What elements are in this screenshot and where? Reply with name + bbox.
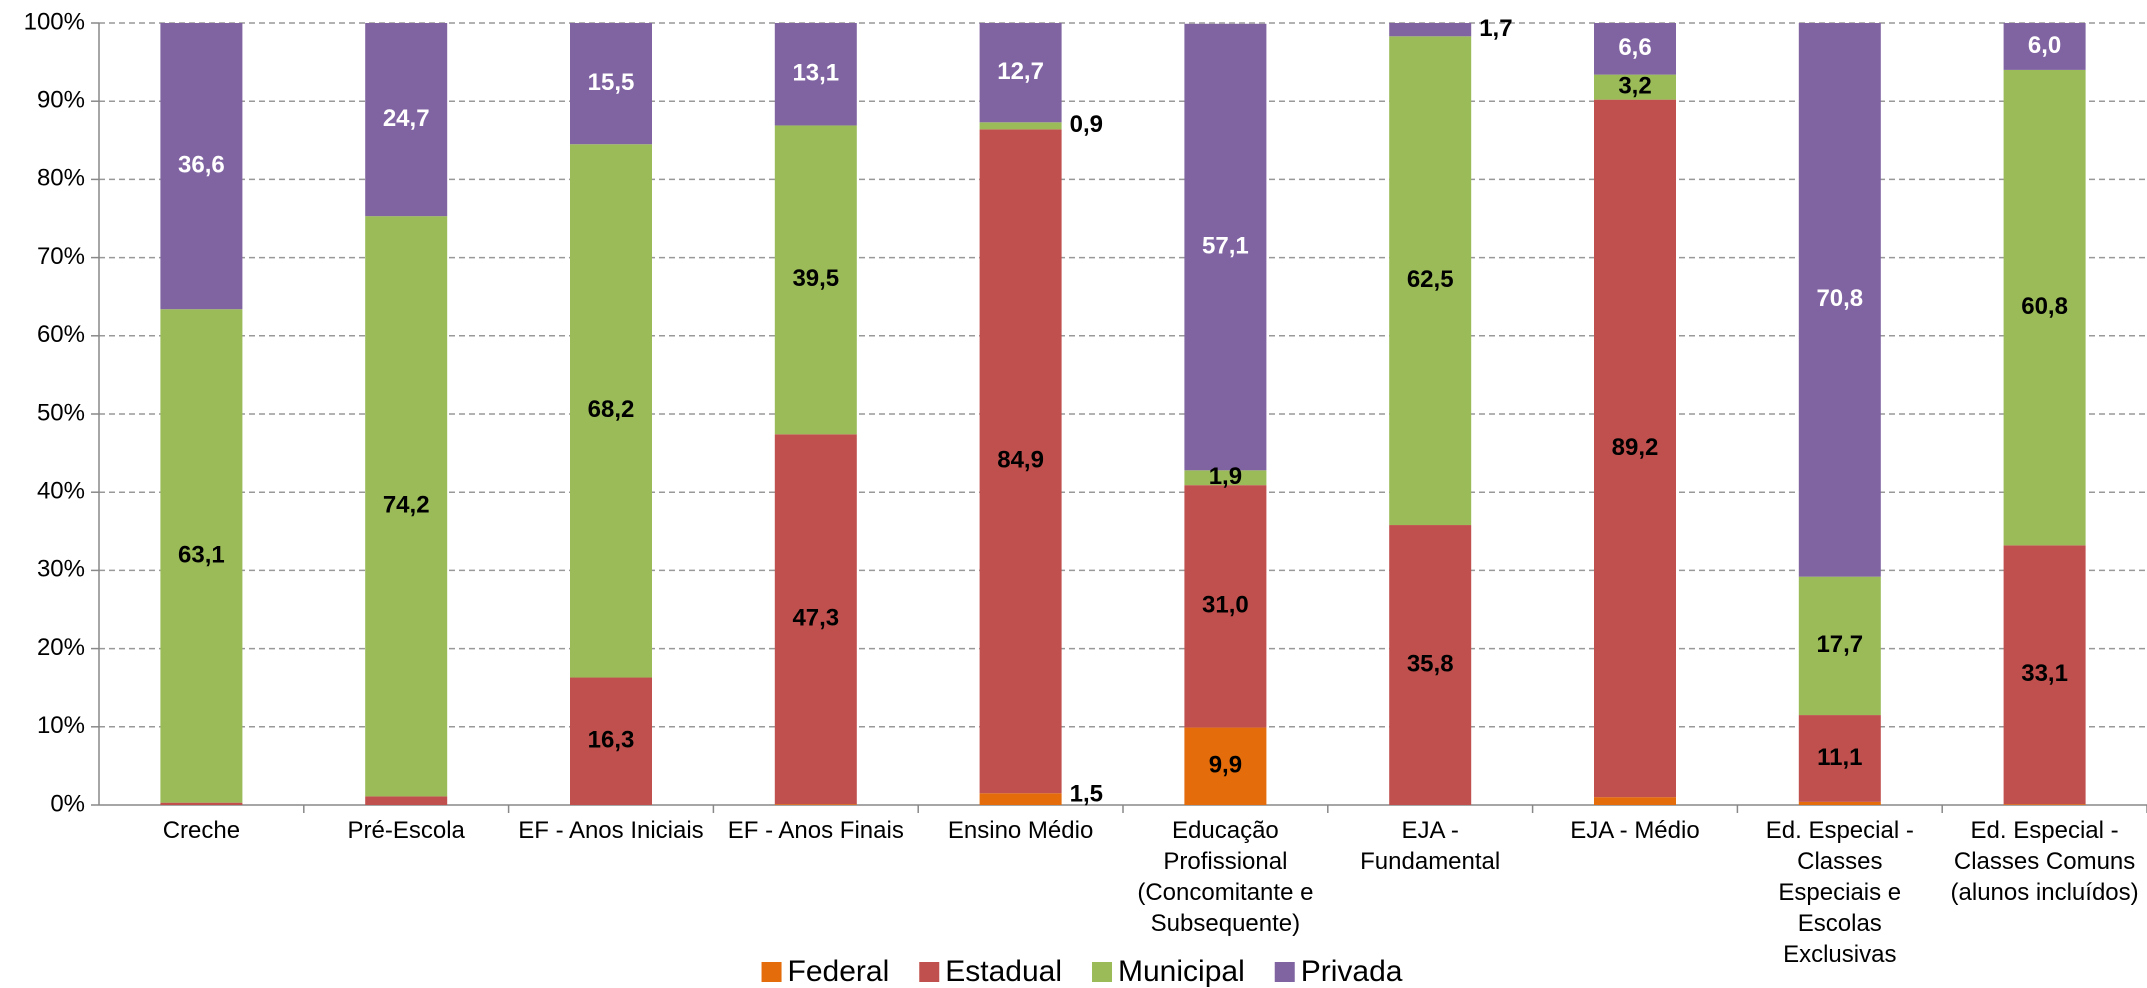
- x-tick-label: EJA - Médio: [1570, 817, 1700, 844]
- bar-segment: [774, 23, 857, 126]
- data-label: 1,9: [1209, 463, 1242, 490]
- bar-segment: [160, 309, 243, 803]
- y-tick-label: 40%: [37, 478, 85, 505]
- legend-label: Privada: [1301, 955, 1403, 988]
- bar-segment: [1798, 23, 1881, 577]
- bar-segment: [365, 796, 448, 805]
- data-label: 0,9: [1070, 111, 1103, 138]
- x-tick-label: Ed. Especial - Classes Especiais e Escol…: [1765, 817, 1914, 968]
- bar-segment: [1184, 727, 1267, 805]
- x-tick-label: Pré-Escola: [347, 817, 465, 844]
- x-tick-label: Ed. Especial - Classes Comuns (alunos in…: [1950, 817, 2139, 906]
- bar-segment: [1594, 99, 1676, 798]
- data-label: 11,1: [1817, 744, 1862, 771]
- data-label: 16,3: [588, 727, 635, 754]
- bar-segment: [1798, 801, 1881, 805]
- x-tick-label: EJA - Fundamental: [1360, 817, 1501, 875]
- data-label: 6,0: [2028, 32, 2061, 59]
- legend-label: Municipal: [1118, 955, 1245, 988]
- x-tick-label: Educação Profissional (Concomitante e Su…: [1137, 817, 1314, 937]
- data-label: 24,7: [383, 105, 430, 132]
- data-label: 89,2: [1612, 434, 1659, 461]
- bar-segment: [1389, 525, 1472, 805]
- bar-segment: [1594, 23, 1676, 75]
- data-label: 15,5: [588, 69, 635, 96]
- bar-segment: [1389, 36, 1472, 526]
- bar-segment: [1798, 576, 1881, 716]
- bar-segment: [979, 23, 1062, 123]
- data-label: 1,7: [1479, 15, 1512, 42]
- bar-segment: [774, 804, 857, 805]
- bar-segment: [570, 144, 652, 678]
- y-tick-label: 70%: [37, 243, 85, 270]
- y-tick-label: 80%: [37, 165, 85, 192]
- bar-segment: [160, 23, 243, 310]
- bar-segment: [979, 793, 1062, 805]
- data-label: 6,6: [1618, 34, 1651, 61]
- bar-segment: [1798, 715, 1881, 802]
- data-label: 3,2: [1618, 72, 1651, 99]
- data-label: 63,1: [178, 541, 225, 568]
- y-tick-label: 0%: [50, 790, 85, 817]
- bar-segment: [160, 802, 243, 805]
- data-label: 31,0: [1202, 592, 1249, 619]
- bar-segment: [2003, 545, 2086, 805]
- bar-segment: [1594, 74, 1676, 100]
- data-label: 9,9: [1209, 752, 1242, 779]
- data-label: 47,3: [792, 605, 839, 632]
- bar-segment: [1389, 23, 1472, 37]
- y-tick-label: 90%: [37, 87, 85, 114]
- x-tick-label: EF - Anos Iniciais: [518, 817, 704, 844]
- legend: Federal Estadual Municipal Privada: [761, 955, 1403, 988]
- legend-swatch: [761, 962, 782, 982]
- data-label: 60,8: [2021, 293, 2068, 320]
- bar-segment: [1184, 23, 1267, 471]
- legend-swatch: [919, 962, 940, 982]
- data-label: 17,7: [1816, 631, 1863, 658]
- bar-segment: [774, 434, 857, 805]
- data-label: 1,5: [1070, 780, 1103, 807]
- data-label: 74,2: [383, 492, 430, 519]
- data-label: 84,9: [997, 447, 1044, 474]
- y-tick-label: 60%: [37, 321, 85, 348]
- bar-segment: [2003, 69, 2086, 546]
- bar-segment: [1594, 797, 1676, 805]
- bar-segment: [2003, 804, 2086, 805]
- y-tick-label: 50%: [37, 399, 85, 426]
- legend-swatch: [1274, 962, 1295, 982]
- legend-label: Federal: [788, 955, 890, 988]
- data-label: 62,5: [1407, 266, 1454, 293]
- bar-segment: [1184, 470, 1267, 486]
- y-tick-label: 10%: [37, 712, 85, 739]
- y-tick-label: 20%: [37, 634, 85, 661]
- data-label: 12,7: [997, 58, 1044, 85]
- bar-segment: [774, 125, 857, 435]
- data-label: 57,1: [1202, 232, 1249, 259]
- data-label: 13,1: [792, 60, 839, 87]
- y-tick-label: 100%: [24, 8, 85, 35]
- bar-segment: [979, 122, 1062, 130]
- bar-segment: [2003, 23, 2086, 70]
- bar-segment: [570, 677, 652, 805]
- data-label: 68,2: [588, 396, 635, 423]
- bar-segment: [365, 23, 448, 217]
- x-tick-label: Creche: [162, 817, 241, 844]
- legend-swatch: [1092, 962, 1113, 982]
- bar-segment: [365, 216, 448, 797]
- data-label: 36,6: [178, 151, 225, 178]
- data-label: 70,8: [1816, 285, 1863, 312]
- data-label: 33,1: [2021, 660, 2068, 687]
- data-label: 35,8: [1407, 650, 1454, 677]
- x-tick-label: Ensino Médio: [947, 817, 1094, 844]
- bar-segment: [570, 23, 652, 145]
- bar-segment: [979, 129, 1062, 794]
- data-label: 39,5: [792, 265, 839, 292]
- bar-segment: [1184, 485, 1267, 728]
- y-tick-label: 30%: [37, 556, 85, 583]
- x-tick-label: EF - Anos Finais: [727, 817, 904, 844]
- legend-label: Estadual: [945, 955, 1062, 988]
